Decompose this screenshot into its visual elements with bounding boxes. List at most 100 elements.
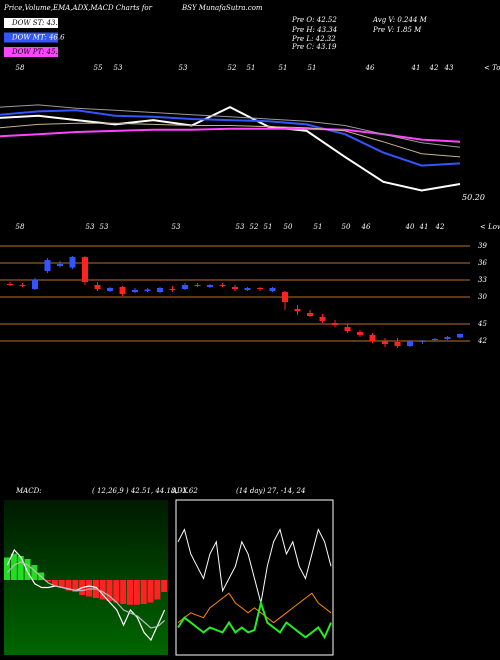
top-label: 41 [411, 64, 421, 72]
histogram-bar [147, 580, 154, 603]
histogram-bar [31, 565, 38, 580]
bottom-label: 46 [361, 223, 371, 231]
bottom-label: 51 [264, 223, 273, 231]
candle-body [182, 285, 188, 289]
top-label: 43 [444, 64, 454, 72]
macd-params: ( 12,26,9 ) 42.51, 44.18, -1.62 [92, 487, 198, 495]
histogram-bar [17, 556, 24, 580]
prev-open: Pre O: 42.52 [291, 16, 337, 24]
histogram-bar [161, 580, 168, 592]
candle-body [257, 288, 263, 289]
level-label: 45 [477, 320, 487, 328]
candle-body [94, 285, 101, 289]
candle-body [144, 289, 151, 291]
top-label: 51 [247, 64, 256, 72]
top-label: 42 [429, 64, 439, 72]
series-line [0, 105, 461, 192]
histogram-bar [133, 580, 140, 605]
candle-body [57, 264, 63, 266]
histogram-bar [140, 580, 147, 604]
macd-title: MACD: [15, 487, 42, 495]
series-line [0, 109, 461, 167]
histogram-bar [113, 580, 120, 603]
histogram-bar [10, 553, 17, 580]
bottom-label: 51 [314, 223, 323, 231]
bottom-label: 50 [284, 223, 293, 231]
avg-volume: Avg V: 0.244 M [372, 16, 428, 24]
legend-label: DOW MT: 46.6 [11, 34, 65, 42]
histogram-bar [4, 557, 11, 580]
candle-body [132, 290, 138, 292]
candle-body [244, 288, 251, 290]
level-label: 42 [477, 337, 487, 345]
candle-body [294, 309, 301, 311]
top-note: < Tops [484, 64, 500, 72]
top-label: 53 [179, 64, 188, 72]
site-name: BSY MunafaSutra.com [181, 4, 263, 12]
top-label: 46 [365, 64, 375, 72]
candle-body [7, 284, 13, 285]
series-line [0, 122, 461, 158]
candle-body [457, 334, 463, 338]
prev-volume: Pre V: 1.85 M [372, 26, 422, 34]
candle-body [307, 313, 313, 316]
series-line [177, 592, 332, 624]
legend-swatch [4, 32, 58, 43]
candle-body [319, 317, 326, 321]
legend-label: DOW PT: 45.93 [11, 48, 67, 56]
histogram-bar [120, 580, 127, 604]
candle-body [119, 287, 126, 294]
level-label: 33 [478, 276, 487, 284]
histogram-bar [86, 580, 93, 597]
histogram-bar [58, 580, 65, 588]
series-line [0, 104, 461, 148]
adx-title: ADX [171, 487, 189, 495]
bottom-label: 50 [342, 223, 351, 231]
bottom-label: 42 [435, 223, 445, 231]
legend-label: DOW ST: 43.38 [11, 19, 67, 27]
histogram-bar [154, 580, 161, 600]
legend-swatch [4, 18, 58, 28]
candle-body [407, 341, 413, 346]
bottom-note: < Lows [480, 223, 500, 231]
candle-body [157, 288, 163, 292]
candle-body [107, 288, 113, 291]
histogram-bar [51, 580, 58, 586]
candle-body [369, 335, 376, 341]
candle-body [344, 327, 351, 331]
bottom-label: 41 [419, 223, 429, 231]
bottom-label: 52 [250, 223, 259, 231]
histogram-bar [45, 580, 52, 582]
series-line [177, 528, 332, 604]
candle-body [382, 341, 388, 344]
bottom-label: 58 [16, 223, 25, 231]
histogram-bar [72, 580, 79, 592]
candle-body [194, 285, 201, 286]
level-label: 30 [478, 293, 487, 301]
legend-swatch [4, 47, 58, 57]
candle-body [82, 257, 88, 282]
candle-body [444, 337, 451, 339]
top-label: 53 [114, 64, 123, 72]
top-label: 58 [16, 64, 25, 72]
candle-body [32, 280, 38, 289]
level-label: 36 [478, 259, 487, 267]
adx-params: (14 day) 27, -14, 24 [236, 487, 305, 495]
candle-body [69, 257, 76, 268]
series-line [6, 561, 165, 629]
top-label: 52 [228, 64, 237, 72]
series-line [6, 548, 166, 642]
candle-body [219, 285, 226, 286]
prev-close: Pre C: 43.19 [291, 43, 337, 51]
candle-body [282, 292, 288, 302]
bottom-label: 53 [100, 223, 109, 231]
bottom-label: 53 [86, 223, 95, 231]
series-line [177, 599, 332, 640]
candle-body [269, 288, 276, 291]
histogram-bar [99, 580, 106, 600]
bottom-label: 53 [236, 223, 245, 231]
candle-body [419, 341, 426, 342]
histogram-bar [24, 559, 31, 580]
candle-body [357, 332, 363, 335]
